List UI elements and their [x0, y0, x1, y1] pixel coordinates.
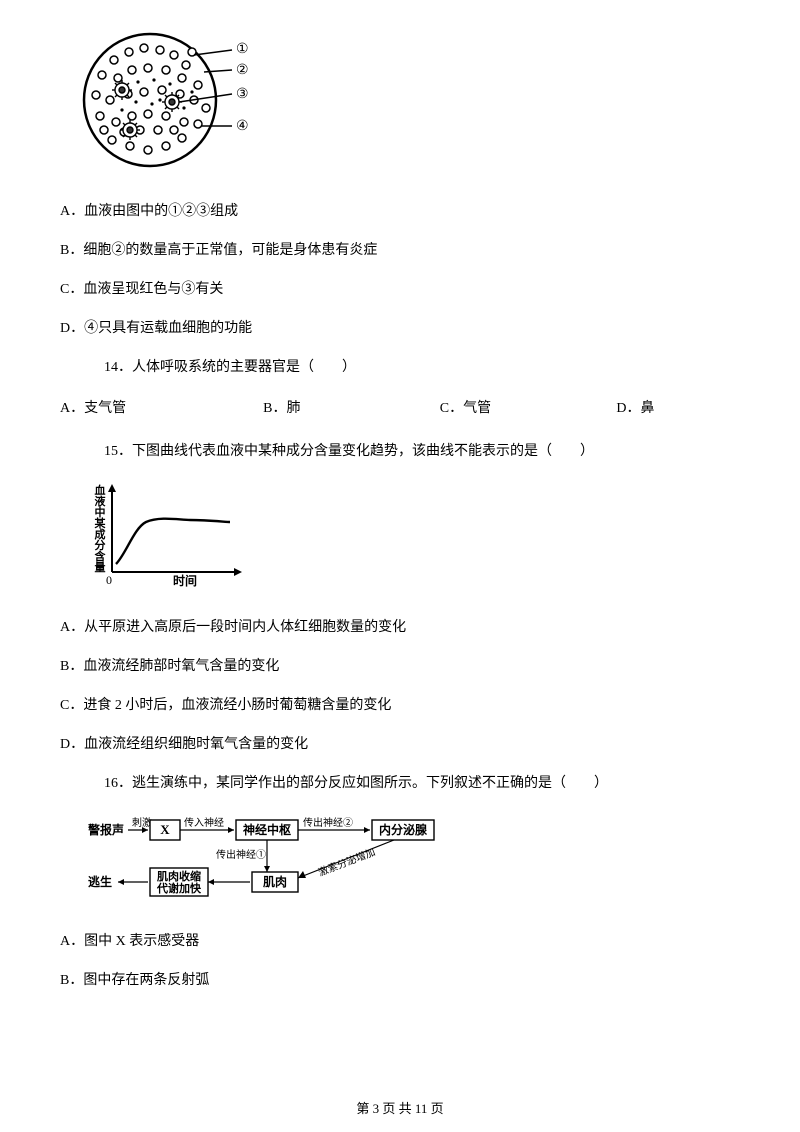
- q15-origin: 0: [106, 573, 112, 587]
- q16-stim: 刺激: [132, 816, 152, 829]
- q15-chart: 血 液 中 某 成 分 含 量 0 时间: [90, 482, 740, 595]
- q13-opt-c: C．血液呈现红色与③有关: [60, 279, 740, 300]
- q13-opt-d: D．④只具有运载血细胞的功能: [60, 318, 740, 339]
- q13-label-4: ④: [236, 119, 249, 134]
- q15-opt-d: D．血液流经组织细胞时氧气含量的变化: [60, 734, 740, 755]
- footer-prefix: 第: [356, 1101, 372, 1116]
- q16-x-box: X: [160, 822, 170, 837]
- q13-label-2: ②: [236, 63, 249, 78]
- q16-afferent: 传入神经: [184, 816, 224, 829]
- q16-eff2: 传出神经②: [303, 816, 353, 829]
- q14-opt-d: D．鼻: [616, 398, 740, 419]
- q14-stem: 14．人体呼吸系统的主要器官是（ ）: [104, 357, 740, 378]
- q15-ylabel-0: 血: [95, 483, 106, 497]
- q15-opt-c: C．进食 2 小时后，血液流经小肠时葡萄糖含量的变化: [60, 695, 740, 716]
- q16-diagram: 警报声 刺激 X 传入神经 神经中枢 传出神经② 内分泌腺 逃生 肌肉收缩 代谢…: [84, 814, 740, 911]
- q16-escape: 逃生: [88, 874, 112, 889]
- q15-opt-b: B．血液流经肺部时氧气含量的变化: [60, 656, 740, 677]
- q13-opt-b: B．细胞②的数量高于正常值，可能是身体患有炎症: [60, 240, 740, 261]
- page-footer: 第 3 页 共 11 页: [0, 1099, 800, 1119]
- q16-opt-b: B．图中存在两条反射弧: [60, 970, 740, 991]
- q13-label-3: ③: [236, 87, 249, 102]
- q16-eff1: 传出神经①: [216, 848, 266, 861]
- q15-ylabel-3: 某: [94, 516, 107, 530]
- footer-mid: 页 共: [379, 1101, 415, 1116]
- q16-endocrine: 内分泌腺: [379, 822, 428, 837]
- q13-opt-a: A．血液由图中的①②③组成: [60, 201, 740, 222]
- q14-opt-a: A．支气管: [60, 398, 263, 419]
- q16-muscle: 肌肉: [262, 874, 287, 889]
- q15-options: A．从平原进入高原后一段时间内人体红细胞数量的变化 B．血液流经肺部时氧气含量的…: [60, 617, 740, 755]
- footer-suffix: 页: [427, 1101, 443, 1116]
- q16-stem: 16．逃生演练中，某同学作出的部分反应如图所示。下列叙述不正确的是（ ）: [104, 773, 740, 794]
- q13-label-1: ①: [236, 42, 249, 57]
- q13-diagram: ① ② ③ ④: [74, 30, 740, 177]
- q16-alarm: 警报声: [87, 822, 124, 837]
- q16-contr2: 代谢加快: [156, 881, 202, 895]
- q15-ylabel-4: 成: [95, 527, 106, 541]
- q14-options: A．支气管 B．肺 C．气管 D．鼻: [60, 398, 740, 419]
- q15-stem: 15．下图曲线代表血液中某种成分含量变化趋势，该曲线不能表示的是（ ）: [104, 441, 740, 462]
- q16-hormone: 激素分泌增加: [316, 845, 377, 879]
- q15-xlabel: 时间: [173, 573, 197, 588]
- q15-ylabel-7: 量: [95, 561, 106, 574]
- q16-options: A．图中 X 表示感受器 B．图中存在两条反射弧: [60, 931, 740, 991]
- q15-ylabel-6: 含: [94, 549, 107, 563]
- q15-ylabel-2: 中: [95, 505, 106, 519]
- q15-opt-a: A．从平原进入高原后一段时间内人体红细胞数量的变化: [60, 617, 740, 638]
- q16-opt-a: A．图中 X 表示感受器: [60, 931, 740, 952]
- q15-ylabel-1: 液: [95, 494, 107, 508]
- q15-ylabel-5: 分: [95, 538, 106, 552]
- q16-contr1: 肌肉收缩: [156, 869, 201, 883]
- q13-options: A．血液由图中的①②③组成 B．细胞②的数量高于正常值，可能是身体患有炎症 C．…: [60, 201, 740, 339]
- footer-total: 11: [415, 1101, 428, 1116]
- q14-opt-b: B．肺: [263, 398, 440, 419]
- q16-center: 神经中枢: [243, 822, 291, 837]
- q14-opt-c: C．气管: [440, 398, 617, 419]
